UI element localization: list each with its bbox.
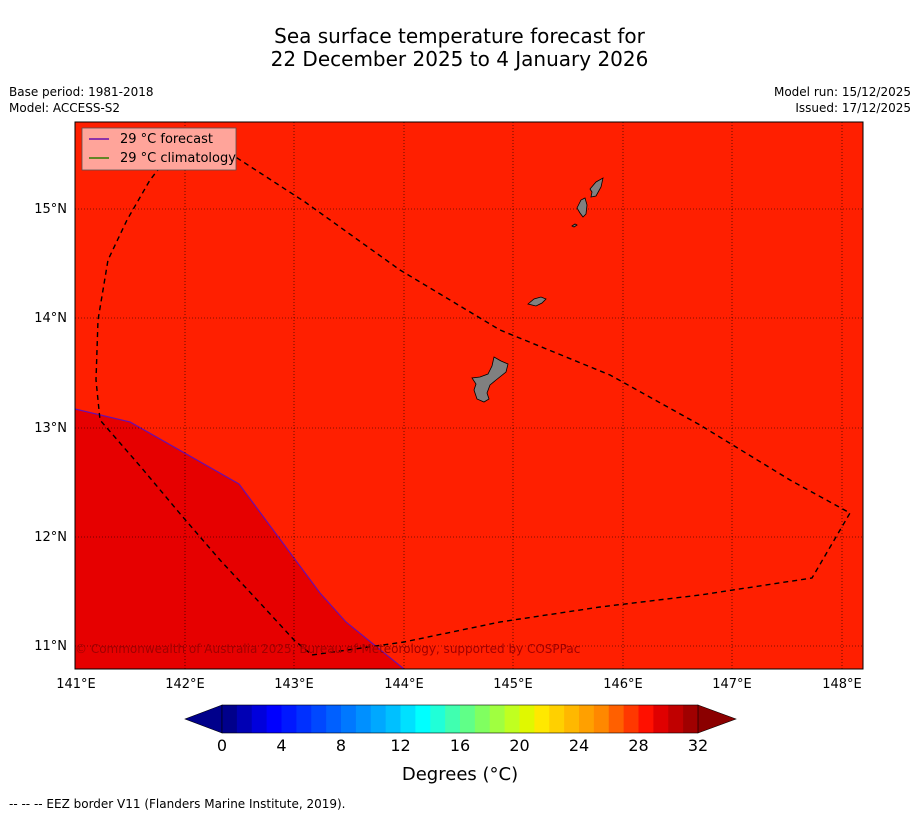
colorbar-cell [489, 705, 506, 733]
colorbar-tick-label: 20 [509, 736, 529, 755]
colorbar-cell [623, 705, 639, 733]
colorbar-cell [311, 705, 327, 733]
map-title-line1: Sea surface temperature forecast for [274, 24, 645, 48]
colorbar-cell [251, 705, 268, 733]
x-tick-label: 145°E [493, 677, 533, 692]
colorbar-cell [326, 705, 342, 733]
colorbar-cell [281, 705, 297, 733]
colorbar-cell [519, 705, 535, 733]
model-run-label: Model run: 15/12/2025 [773, 85, 911, 99]
colorbar-cell [683, 705, 699, 733]
colorbar-tick-label: 12 [390, 736, 410, 755]
copyright-watermark: © Commonwealth of Australia 2025, Bureau… [75, 642, 580, 656]
y-axis-labels: 15°N 14°N 13°N 12°N 11°N [34, 202, 67, 654]
aguijan-island [571, 223, 578, 228]
colorbar-tick-label: 0 [217, 736, 227, 755]
colorbar-tick-label: 24 [569, 736, 589, 755]
saipan-island [589, 177, 604, 198]
colorbar-cell [415, 705, 431, 733]
y-tick-label: 13°N [34, 421, 67, 436]
map-title-line2: 22 December 2025 to 4 January 2026 [270, 47, 649, 71]
colorbar-label: Degrees (°C) [402, 764, 518, 785]
colorbar-cell [266, 705, 282, 733]
forecast-29c-contour [75, 408, 405, 669]
colorbar-cell [579, 705, 595, 733]
colorbar: 0 4 8 12 16 20 24 28 32 Degrees (°C) [184, 704, 737, 785]
colorbar-cell [385, 705, 401, 733]
colorbar-cell [341, 705, 357, 733]
issued-label: Issued: 17/12/2025 [795, 101, 911, 115]
colorbar-cell [534, 705, 550, 733]
colorbar-tick-label: 28 [628, 736, 648, 755]
colorbar-tick-label: 8 [336, 736, 346, 755]
colorbar-cell [653, 705, 669, 733]
x-axis-labels: 141°E 142°E 143°E 144°E 145°E 146°E 147°… [56, 677, 862, 692]
colorbar-cell [400, 705, 416, 733]
colorbar-cell [504, 705, 520, 733]
colorbar-cell [668, 705, 684, 733]
colorbar-tick-label: 4 [276, 736, 286, 755]
tinian-island [576, 197, 588, 218]
colorbar-cell [370, 705, 387, 733]
map-frame [74, 121, 864, 670]
colorbar-cell [564, 705, 580, 733]
base-period-label: Base period: 1981-2018 [9, 85, 154, 99]
x-tick-label: 147°E [712, 677, 752, 692]
colorbar-frame [221, 704, 699, 734]
colorbar-cell [549, 705, 565, 733]
colorbar-over-arrow [697, 704, 737, 734]
x-tick-label: 144°E [384, 677, 424, 692]
colorbar-cell [460, 705, 476, 733]
colorbar-cell [445, 705, 461, 733]
colorbar-cell [430, 705, 446, 733]
colorbar-cell [593, 705, 610, 733]
x-tick-label: 143°E [274, 677, 314, 692]
colorbar-cell [296, 705, 312, 733]
map-legend: 29 °C forecast 29 °C climatology [81, 127, 237, 171]
gridlines [75, 122, 863, 669]
x-tick-label: 141°E [56, 677, 96, 692]
y-tick-label: 11°N [34, 639, 67, 654]
model-label: Model: ACCESS-S2 [9, 101, 121, 115]
colorbar-cell [638, 705, 654, 733]
y-tick-label: 14°N [34, 311, 67, 326]
colorbar-cell [355, 705, 372, 733]
colorbar-cell [608, 705, 625, 733]
eez-footnote: -- -- -- EEZ border V11 (Flanders Marine… [9, 797, 346, 811]
guam-island [471, 356, 509, 403]
colorbar-cell [222, 705, 238, 733]
eez-border [95, 142, 851, 656]
colorbar-tick-label: 32 [688, 736, 708, 755]
colorbar-cell [236, 705, 253, 733]
colorbar-under-arrow [184, 704, 223, 734]
legend-climatology-label: 29 °C climatology [120, 151, 236, 166]
x-tick-label: 148°E [822, 677, 862, 692]
y-tick-label: 15°N [34, 202, 67, 217]
warm-sst-region [75, 409, 404, 669]
x-tick-label: 146°E [603, 677, 643, 692]
y-tick-label: 12°N [34, 530, 67, 545]
rota-island [527, 296, 547, 307]
colorbar-cell [474, 705, 491, 733]
colorbar-tick-label: 16 [450, 736, 470, 755]
legend-forecast-label: 29 °C forecast [120, 132, 213, 147]
land-islands [471, 177, 604, 403]
x-tick-label: 142°E [165, 677, 205, 692]
